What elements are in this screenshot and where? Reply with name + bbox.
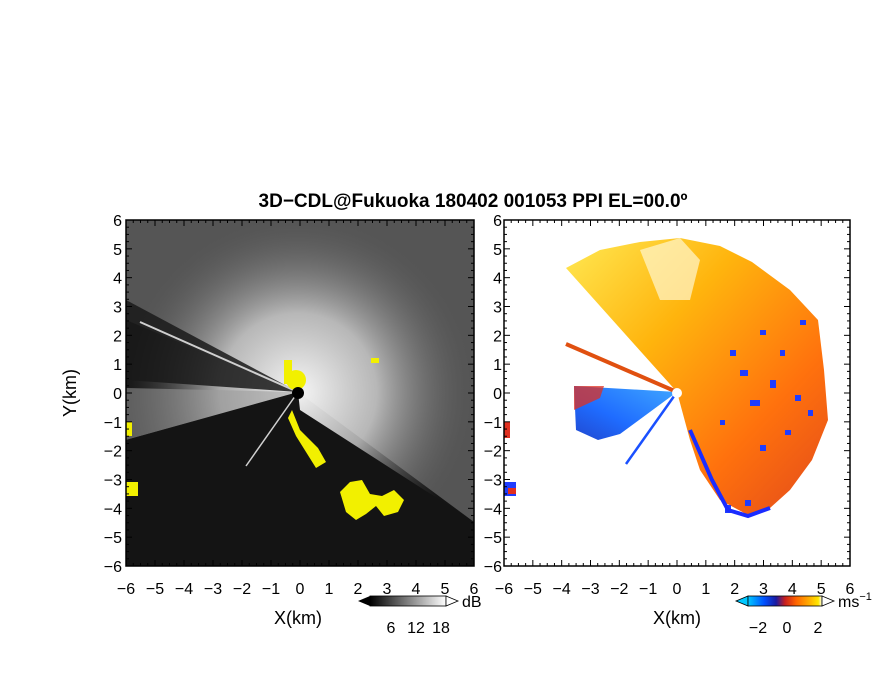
reflectivity-colorbar-unit: dB bbox=[462, 594, 482, 611]
reflectivity-xtick-label-6: 0 bbox=[296, 581, 305, 598]
velocity-xtick-label-3: −3 bbox=[581, 581, 599, 598]
reflectivity-xtick-label-7: 1 bbox=[325, 581, 334, 598]
reflectivity-xtick-label-9: 3 bbox=[383, 581, 392, 598]
velocity-ytick-label-2: 4 bbox=[493, 271, 502, 288]
velocity-streak-nw bbox=[565, 342, 678, 394]
velocity-ytick-labels: 6 5 4 3 2 1 0 −1 −2 −3 −4 −5 −6 bbox=[484, 213, 502, 576]
reflectivity-xtick-label-10: 4 bbox=[412, 581, 421, 598]
velocity-xtick-label-0: −6 bbox=[495, 581, 513, 598]
velocity-ytick-label-12: −6 bbox=[484, 559, 502, 576]
reflectivity-xtick-label-1: −5 bbox=[146, 581, 164, 598]
reflectivity-colorbar-tick-1: 12 bbox=[407, 620, 425, 637]
reflectivity-ytick-label-5: 1 bbox=[113, 357, 122, 374]
velocity-xtick-labels: −6 −5 −4 −3 −2 −1 0 1 2 3 4 5 6 bbox=[495, 581, 855, 598]
velocity-ytick-label-7: −1 bbox=[484, 415, 502, 432]
velocity-xtick-label-9: 3 bbox=[759, 581, 768, 598]
velocity-ytick-label-6: 0 bbox=[493, 386, 502, 403]
velocity-xtick-label-8: 2 bbox=[730, 581, 739, 598]
figure-title: 3D−CDL@Fukuoka 180402 001053 PPI EL=00.0… bbox=[259, 191, 688, 212]
reflectivity-ytick-label-4: 2 bbox=[113, 328, 122, 345]
velocity-red-fringe bbox=[574, 386, 604, 410]
velocity-colorbar-tick-2: 2 bbox=[814, 620, 823, 637]
reflectivity-xtick-label-5: −1 bbox=[262, 581, 280, 598]
velocity-colorbar: ms−1 −2 0 2 bbox=[734, 591, 872, 637]
velocity-ytick-label-0: 6 bbox=[493, 213, 502, 230]
velocity-xtick-label-11: 5 bbox=[817, 581, 826, 598]
radar-site-left bbox=[292, 387, 304, 399]
velocity-xtick-label-4: −2 bbox=[610, 581, 628, 598]
velocity-ytick-label-9: −3 bbox=[484, 473, 502, 490]
reflectivity-xtick-label-2: −4 bbox=[175, 581, 193, 598]
velocity-ytick-label-5: 1 bbox=[493, 357, 502, 374]
velocity-boundary bbox=[688, 429, 771, 519]
velocity-ytick-label-8: −2 bbox=[484, 444, 502, 461]
velocity-streak-sw bbox=[624, 391, 679, 465]
velocity-ytick-label-11: −5 bbox=[484, 530, 502, 547]
reflectivity-xtick-label-0: −6 bbox=[117, 581, 135, 598]
reflectivity-streak-nw bbox=[139, 321, 299, 393]
velocity-xtick-label-6: 0 bbox=[673, 581, 682, 598]
reflectivity-panel: −6 −5 −4 −3 −2 −1 0 1 2 3 4 5 6 6543210−1−2−3−4−5−6 … bbox=[60, 213, 482, 637]
radar-site-right bbox=[672, 388, 682, 398]
reflectivity-ytick-label-8: −2 bbox=[104, 444, 122, 461]
reflectivity-colorbar-tick-2: 18 bbox=[432, 620, 450, 637]
velocity-ytick-label-4: 2 bbox=[493, 328, 502, 345]
reflectivity-colorbar: dB 6 12 18 bbox=[358, 594, 482, 637]
velocity-ytick-label-1: 5 bbox=[493, 242, 502, 259]
velocity-xtick-label-1: −5 bbox=[524, 581, 542, 598]
axis-tick-marks bbox=[125, 219, 851, 567]
reflectivity-field bbox=[126, 220, 474, 566]
reflectivity-ytick-label-2: 4 bbox=[113, 271, 122, 288]
reflectivity-ylabel: Y(km) bbox=[60, 369, 80, 417]
velocity-xtick-label-10: 4 bbox=[788, 581, 797, 598]
reflectivity-ytick-label-3: 3 bbox=[113, 300, 122, 317]
reflectivity-streak-sw bbox=[245, 391, 299, 467]
velocity-white-patch bbox=[640, 238, 700, 300]
reflectivity-ytick-label-10: −4 bbox=[104, 501, 122, 518]
reflectivity-xtick-label-4: −2 bbox=[233, 581, 251, 598]
velocity-ytick-label-10: −4 bbox=[484, 501, 502, 518]
velocity-ytick-label-3: 3 bbox=[493, 300, 502, 317]
reflectivity-ytick-label-11: −5 bbox=[104, 530, 122, 547]
velocity-colorbar-tick-1: 0 bbox=[783, 620, 792, 637]
velocity-xtick-label-7: 1 bbox=[701, 581, 710, 598]
reflectivity-ytick-label-9: −3 bbox=[104, 473, 122, 490]
velocity-xtick-label-12: 6 bbox=[846, 581, 855, 598]
velocity-xtick-label-5: −1 bbox=[639, 581, 657, 598]
reflectivity-xtick-label-8: 2 bbox=[354, 581, 363, 598]
reflectivity-ytick-label-7: −1 bbox=[104, 415, 122, 432]
reflectivity-dark-sector-lower bbox=[126, 392, 474, 566]
reflectivity-colorbar-tick-0: 6 bbox=[387, 620, 396, 637]
velocity-panel: −6 −5 −4 −3 −2 −1 0 1 2 3 4 5 6 6543210−1−2−3−4−5−6 … bbox=[484, 213, 872, 637]
velocity-xlabel: X(km) bbox=[653, 608, 701, 628]
reflectivity-ytick-label-6: 0 bbox=[113, 386, 122, 403]
reflectivity-ytick-labels: 6 5 4 3 2 1 0 −1 −2 −3 −4 −5 −6 bbox=[104, 213, 122, 576]
reflectivity-ytick-label-12: −6 bbox=[104, 559, 122, 576]
reflectivity-dark-sector-upper bbox=[126, 300, 298, 392]
reflectivity-xtick-labels: −6 −5 −4 −3 −2 −1 0 1 2 3 4 5 6 bbox=[117, 581, 479, 598]
reflectivity-ytick-label-1: 5 bbox=[113, 242, 122, 259]
velocity-xtick-label-2: −4 bbox=[553, 581, 571, 598]
reflectivity-xtick-label-12: 6 bbox=[470, 581, 479, 598]
velocity-field bbox=[504, 238, 828, 519]
velocity-colorbar-tick-0: −2 bbox=[749, 620, 767, 637]
reflectivity-xtick-label-3: −3 bbox=[204, 581, 222, 598]
reflectivity-ytick-label-0: 6 bbox=[113, 213, 122, 230]
reflectivity-bright-band-left bbox=[126, 388, 298, 440]
reflectivity-xlabel: X(km) bbox=[274, 608, 322, 628]
velocity-colorbar-unit: ms−1 bbox=[838, 591, 872, 611]
velocity-cool-sector bbox=[574, 386, 677, 440]
reflectivity-xtick-label-11: 5 bbox=[441, 581, 450, 598]
